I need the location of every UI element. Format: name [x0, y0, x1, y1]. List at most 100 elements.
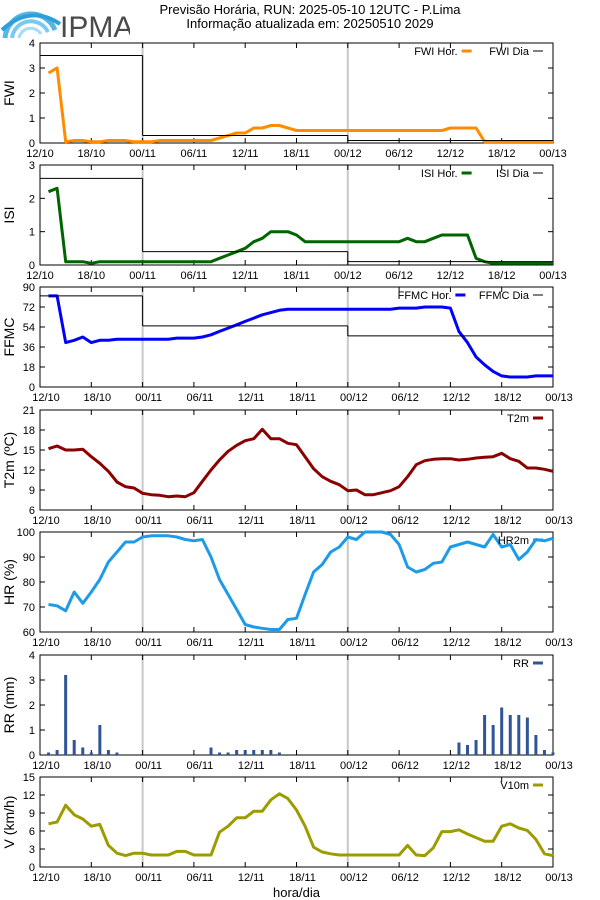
y-tick-label: 4	[29, 650, 35, 662]
y-tick-label: 0	[29, 260, 35, 272]
y-tick-label: 70	[23, 602, 35, 614]
y-tick-label: 0	[29, 382, 35, 394]
y-axis-label: FWI	[1, 80, 17, 106]
rr-bar	[551, 752, 555, 755]
y-axis-label: FFMC	[1, 318, 17, 357]
x-tick-label: 06/12	[391, 637, 419, 649]
y-tick-label: 100	[17, 527, 35, 539]
page-title: Previsão Horária, RUN: 2025-05-10 12UTC …	[159, 2, 461, 17]
y-axis-label: ISI	[1, 206, 17, 223]
y-tick-label: 3	[29, 63, 35, 75]
x-tick-label: 12/12	[443, 637, 471, 649]
x-tick-label: 18/10	[78, 270, 106, 282]
rr-bar	[525, 717, 529, 755]
rr-bar	[218, 752, 222, 755]
v10m-line	[48, 792, 554, 858]
logo-arcs-icon	[0, 11, 62, 39]
x-tick-label: 18/10	[78, 148, 106, 160]
legend-label: ISI Hor.	[421, 168, 458, 180]
y-tick-label: 15	[23, 445, 35, 457]
y-tick-label: 90	[23, 282, 35, 294]
x-tick-label: 12/10	[32, 760, 60, 772]
rr-bar	[260, 750, 264, 755]
x-tick-label: 18/12	[494, 392, 522, 404]
x-tick-label: 00/11	[135, 392, 162, 404]
panel-hr: 60 70 80 90 100 12/10 18/10 00/11 06/11 12/11 18/1…	[1, 527, 573, 649]
y-axis-label: T2m (ºC)	[1, 432, 17, 488]
x-tick-label: 00/12	[334, 148, 362, 160]
rr-bar	[269, 750, 273, 755]
x-tick-label: 12/10	[26, 148, 54, 160]
rr-bar	[483, 715, 487, 755]
rr-bar	[491, 725, 495, 755]
y-tick-label: 12	[23, 790, 35, 802]
x-tick-label: 00/12	[340, 760, 368, 772]
rr-bar	[457, 742, 461, 755]
panel-t2m: 6 9 12 15 18 21 12/10 18/10 00/11 06/11 12/11 18/11…	[1, 405, 573, 527]
y-tick-label: 60	[23, 627, 35, 639]
isi-line	[47, 186, 553, 265]
x-tick-label: 12/11	[232, 270, 259, 282]
x-tick-label: 00/13	[545, 515, 573, 527]
x-tick-label: 18/11	[289, 637, 316, 649]
x-tick-label: 12/11	[238, 392, 265, 404]
y-tick-label: 80	[23, 577, 35, 589]
x-tick-label: 12/12	[437, 148, 465, 160]
x-tick-label: 12/12	[443, 760, 471, 772]
plot-frame	[39, 164, 554, 266]
x-tick-label: 00/13	[545, 637, 573, 649]
y-axis-label: RR (mm)	[1, 677, 17, 734]
x-tick-label: 12/11	[238, 760, 265, 772]
plot-frame	[39, 409, 554, 511]
x-tick-label: 00/13	[545, 392, 573, 404]
x-tick-label: 18/10	[84, 637, 112, 649]
rr-bar	[252, 750, 256, 755]
x-tick-label: 18/10	[84, 872, 112, 884]
x-tick-label: 18/10	[84, 515, 112, 527]
x-tick-label: 06/11	[187, 760, 214, 772]
x-tick-label: 12/12	[437, 270, 465, 282]
ffmc-line	[48, 294, 553, 379]
y-tick-label: 15	[23, 772, 35, 784]
x-tick-label: 12/12	[443, 872, 471, 884]
x-tick-label: 12/12	[443, 392, 471, 404]
x-tick-label: 18/10	[84, 760, 112, 772]
rr-bar	[474, 740, 478, 755]
x-tick-label: 18/12	[488, 148, 516, 160]
legend-label: T2m	[507, 413, 529, 425]
x-tick-label: 06/11	[187, 872, 214, 884]
legend-label: ISI Dia	[496, 168, 530, 180]
y-tick-label: 36	[23, 342, 35, 354]
x-tick-label: 06/12	[385, 270, 413, 282]
x-tick-label: 12/10	[32, 872, 60, 884]
rr-bar	[542, 750, 546, 755]
x-tick-label: 18/12	[494, 637, 522, 649]
x-tick-label: 00/12	[340, 637, 368, 649]
rr-bar	[55, 750, 59, 755]
rr-bar	[81, 747, 85, 755]
rr-bar	[106, 750, 110, 755]
y-tick-label: 2	[29, 700, 35, 712]
logo-text: IPMA	[60, 11, 130, 44]
rr-bar	[98, 725, 102, 755]
panel-rr: 0 1 2 3 4 12/10 18/10 00/11 06/11 12/11 18/11 00/12…	[1, 650, 573, 772]
y-tick-label: 72	[23, 302, 35, 314]
rr-bar	[226, 752, 230, 755]
legend-label: FWI Hor.	[414, 46, 457, 58]
x-tick-label: 00/11	[129, 270, 156, 282]
y-tick-label: 3	[29, 160, 35, 172]
x-tick-label: 18/11	[289, 872, 316, 884]
y-tick-label: 18	[23, 362, 35, 374]
x-tick-label: 06/12	[391, 515, 419, 527]
y-tick-label: 1	[29, 227, 35, 239]
x-tick-label: 18/12	[488, 270, 516, 282]
y-tick-label: 21	[23, 405, 35, 417]
y-tick-label: 12	[23, 465, 35, 477]
x-tick-label: 18/11	[283, 148, 310, 160]
rr-bar	[235, 750, 239, 755]
rr-bar	[500, 707, 504, 755]
y-tick-label: 6	[29, 505, 35, 517]
rr-bar	[115, 752, 119, 755]
x-tick-label: 06/11	[187, 392, 214, 404]
